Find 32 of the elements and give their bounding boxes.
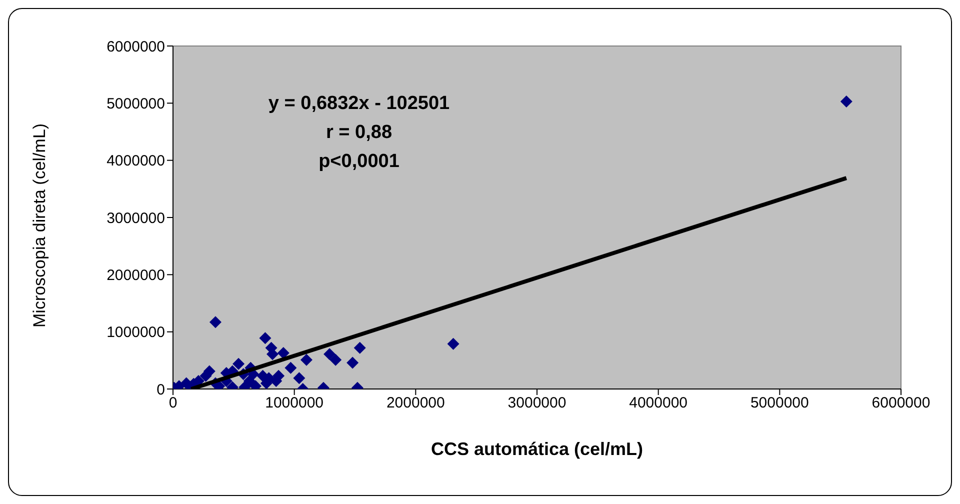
point — [259, 332, 272, 344]
point — [232, 358, 245, 370]
point — [300, 354, 312, 366]
annotation: r = 0,88 — [324, 121, 394, 145]
y-axis-title: Microscopia direta (cel/mL) — [30, 123, 50, 328]
y-tick-label: 6000000 — [106, 38, 165, 56]
y-tick-label: 3000000 — [106, 210, 165, 227]
point — [277, 346, 290, 359]
x-tick-label: 4000000 — [629, 394, 688, 412]
point — [346, 356, 359, 369]
point — [324, 348, 336, 360]
x-tick-label: 0 — [168, 394, 178, 412]
annotation: y = 0,6832x - 102501 — [267, 92, 451, 116]
y-tick-label: 4000000 — [106, 152, 165, 170]
y-tick-label: 5000000 — [106, 95, 165, 112]
point — [447, 338, 460, 350]
y-tick-label: 0 — [156, 381, 165, 398]
y-tick-label: 2000000 — [106, 266, 165, 284]
x-axis-title: CCS automática (cel/mL) — [430, 439, 644, 459]
x-tick-label: 2000000 — [386, 394, 445, 412]
point — [284, 362, 297, 374]
x-tick-label: 1000000 — [265, 394, 324, 412]
point — [209, 316, 222, 328]
x-tick-label: 6000000 — [872, 394, 930, 412]
point — [840, 95, 852, 108]
point — [354, 342, 366, 354]
point — [293, 372, 306, 384]
x-tick-label: 3000000 — [508, 394, 566, 412]
y-tick-label: 1000000 — [106, 324, 165, 342]
x-tick-label: 5000000 — [750, 394, 809, 412]
point — [330, 354, 342, 366]
annotation: p<0,0001 — [318, 150, 400, 174]
